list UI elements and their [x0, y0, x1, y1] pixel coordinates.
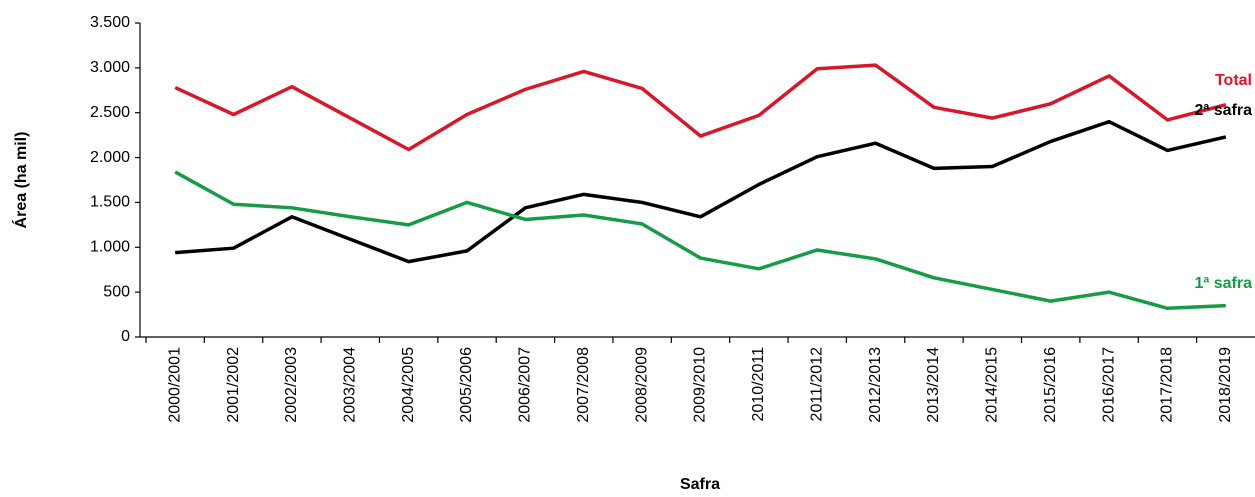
- series-line: [174, 63, 1227, 152]
- x-axis-title: Safra: [680, 476, 720, 493]
- x-tick-label: 2004/2005: [400, 347, 417, 423]
- x-tick-label: 2010/2011: [750, 347, 767, 422]
- x-tick-label: 2000/2001: [166, 347, 183, 423]
- x-tick-label: 2011/2012: [808, 347, 825, 422]
- x-tick-label: 2015/2016: [1042, 347, 1059, 423]
- x-tick-label: 2013/2014: [925, 347, 942, 423]
- y-tick-label: 0: [121, 328, 130, 345]
- x-tick-label: 2006/2007: [517, 347, 534, 423]
- series-label: 1ª safra: [1194, 275, 1252, 292]
- series-label: Total: [1215, 72, 1252, 89]
- y-tick-label: 2.000: [90, 149, 130, 166]
- y-tick-label: 1.000: [90, 239, 130, 256]
- series-line: [175, 119, 1227, 264]
- y-tick-label: 2.500: [90, 104, 130, 121]
- x-tick-label: 2005/2006: [458, 347, 475, 423]
- x-tick-label: 2009/2010: [692, 347, 709, 423]
- y-axis-title: Área (ha mil): [11, 132, 30, 229]
- y-tick-label: 3.000: [90, 59, 130, 76]
- x-tick-label: 2008/2009: [633, 347, 650, 423]
- x-tick-label: 2014/2015: [984, 347, 1001, 423]
- series-label: 2ª safra: [1194, 102, 1252, 119]
- y-tick-label: 1.500: [90, 194, 130, 211]
- y-tick-label: 3.500: [90, 14, 130, 31]
- x-tick-label: 2017/2018: [1159, 347, 1176, 423]
- y-tick-label: 500: [103, 283, 130, 300]
- x-tick-label: 2003/2004: [342, 347, 359, 423]
- x-tick-label: 2001/2002: [225, 347, 242, 423]
- x-tick-label: 2007/2008: [575, 347, 592, 423]
- x-tick-label: 2016/2017: [1100, 347, 1117, 423]
- x-tick-label: 2002/2003: [283, 347, 300, 423]
- x-tick-label: 2012/2013: [867, 347, 884, 423]
- series-line: [174, 170, 1226, 311]
- x-tick-label: 2018/2019: [1217, 347, 1234, 423]
